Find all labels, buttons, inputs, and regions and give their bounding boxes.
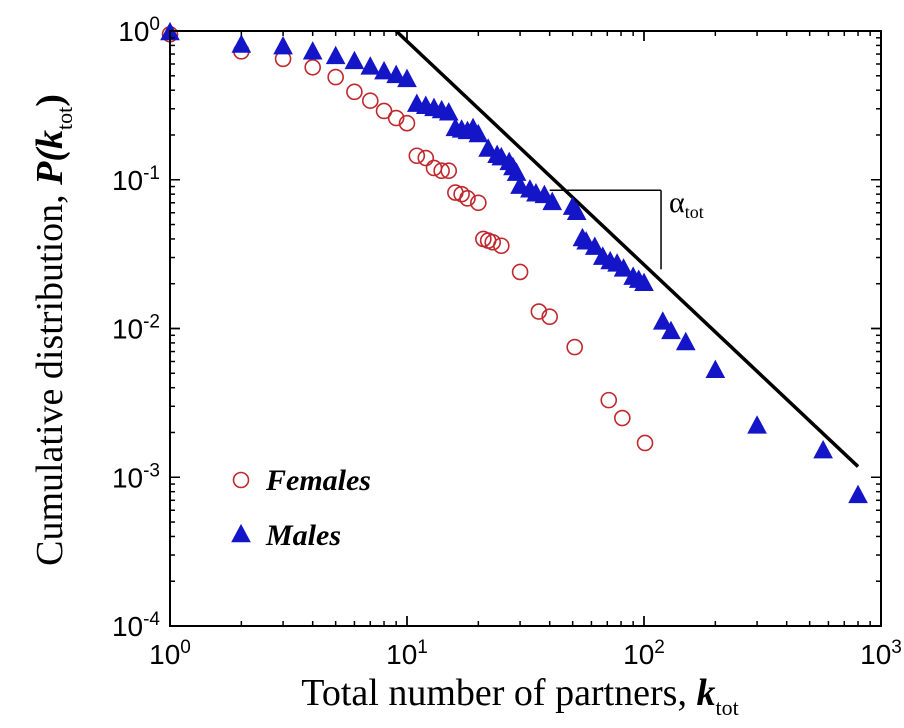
male-data-point bbox=[302, 41, 323, 60]
male-data-point bbox=[344, 50, 365, 70]
female-data-point bbox=[566, 338, 583, 356]
female-data-point bbox=[470, 194, 487, 212]
female-data-point bbox=[417, 149, 435, 167]
male-data-point bbox=[634, 272, 654, 292]
male-data-point bbox=[566, 201, 587, 221]
y-axis-label: Cumulative distribution, P(ktot) bbox=[29, 94, 77, 566]
female-data-point bbox=[511, 263, 529, 281]
legend-label-females: Females bbox=[265, 464, 371, 497]
series-males bbox=[160, 21, 868, 504]
male-data-point bbox=[506, 162, 527, 181]
legend-marker-males bbox=[231, 523, 251, 543]
male-data-point bbox=[386, 64, 406, 84]
female-data-point bbox=[440, 162, 458, 180]
male-data-point bbox=[438, 102, 459, 121]
female-data-point bbox=[387, 109, 405, 127]
female-data-point bbox=[530, 303, 548, 320]
male-data-point bbox=[468, 123, 489, 143]
female-data-point bbox=[408, 147, 426, 165]
male-data-point bbox=[584, 236, 605, 255]
male-data-point bbox=[848, 484, 868, 504]
male-data-point bbox=[374, 60, 394, 80]
female-data-point bbox=[636, 434, 654, 452]
male-data-point bbox=[231, 34, 252, 53]
female-data-point bbox=[346, 83, 363, 101]
x-tick-label: 101 bbox=[386, 637, 428, 670]
male-data-point bbox=[273, 35, 293, 55]
y-tick-label: 10-2 bbox=[112, 312, 160, 345]
female-data-point bbox=[459, 190, 476, 207]
y-tick-label: 100 bbox=[118, 14, 160, 47]
male-data-point bbox=[613, 258, 634, 277]
male-data-point bbox=[675, 331, 696, 351]
female-data-point bbox=[484, 233, 502, 251]
female-data-point bbox=[541, 308, 558, 326]
y-tick-label: 10-4 bbox=[112, 609, 160, 642]
female-data-point bbox=[304, 59, 321, 76]
series-females bbox=[161, 26, 654, 452]
y-tick-label: 10-3 bbox=[112, 460, 160, 493]
female-data-point bbox=[614, 409, 631, 427]
male-data-point bbox=[813, 439, 833, 459]
female-data-point bbox=[433, 162, 450, 180]
male-data-point bbox=[661, 320, 681, 340]
legend-label-males: Males bbox=[265, 519, 341, 552]
x-axis-label: Total number of partners, ktot bbox=[301, 672, 738, 720]
y-tick-label: 10-1 bbox=[112, 163, 160, 196]
male-data-point bbox=[652, 311, 673, 330]
x-tick-label: 100 bbox=[149, 637, 191, 670]
power-law-fit-line bbox=[394, 29, 860, 468]
x-tick-label: 103 bbox=[860, 637, 902, 670]
female-data-point bbox=[375, 102, 393, 120]
female-data-point bbox=[327, 68, 344, 86]
male-data-point bbox=[360, 56, 381, 75]
female-data-point bbox=[361, 92, 379, 109]
legend: Females Males bbox=[231, 464, 371, 552]
x-tick-label: 102 bbox=[623, 637, 665, 670]
male-data-point bbox=[542, 191, 563, 211]
female-data-point bbox=[600, 391, 618, 409]
male-data-point bbox=[705, 359, 726, 379]
female-data-point bbox=[398, 114, 416, 132]
male-data-point bbox=[397, 68, 417, 88]
male-data-point bbox=[325, 45, 346, 65]
slope-alpha-label: αtot bbox=[669, 186, 704, 222]
female-data-point bbox=[493, 237, 510, 255]
male-data-point bbox=[478, 138, 498, 157]
male-data-point bbox=[747, 415, 767, 434]
legend-marker-females bbox=[232, 471, 250, 489]
